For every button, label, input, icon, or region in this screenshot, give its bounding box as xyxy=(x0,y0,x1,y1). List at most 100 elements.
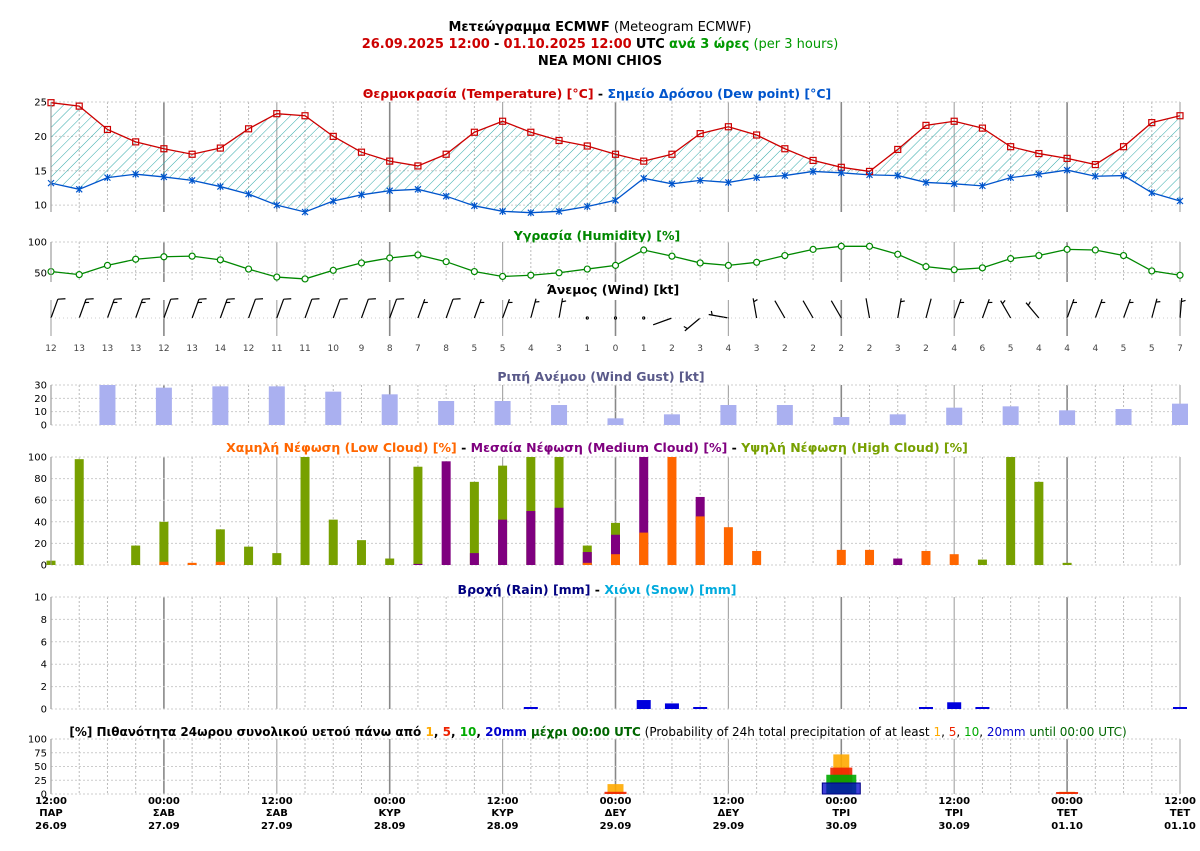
humidity-point xyxy=(724,261,733,269)
wind-barb-half xyxy=(710,310,713,316)
wind-barb xyxy=(558,298,567,319)
dewpoint-marker xyxy=(1176,197,1184,205)
prob-5mm-bar xyxy=(604,791,627,794)
y-tick-label: 6 xyxy=(41,637,47,648)
temperature-point xyxy=(950,117,958,125)
rain-bar xyxy=(918,707,933,709)
dewpoint-marker xyxy=(866,171,873,179)
gust-bar xyxy=(889,414,906,425)
wind-barb xyxy=(473,299,485,319)
wind-speed-label: 13 xyxy=(130,344,141,354)
humidity-point xyxy=(583,265,591,273)
wind-barb-staff xyxy=(802,300,814,319)
dewpoint-marker xyxy=(640,174,648,182)
chart-title: Μετεώγραμμα ECMWF (Meteogram ECMWF) xyxy=(448,20,751,35)
wind-barb xyxy=(865,298,871,319)
dewpoint-marker xyxy=(1148,189,1156,197)
y-tick-label: 20 xyxy=(34,539,47,550)
wind-speed-label: 8 xyxy=(387,344,393,354)
wind-speed-label: 4 xyxy=(1092,344,1098,354)
dewpoint-marker xyxy=(1091,172,1099,180)
gust-bar xyxy=(607,418,624,425)
wind-barb-staff xyxy=(276,299,285,319)
low-cloud-bar xyxy=(836,549,846,565)
low-cloud-bar xyxy=(695,516,705,565)
gust-bar xyxy=(720,405,737,425)
y-tick-label: 4 xyxy=(41,660,47,671)
temperature-point xyxy=(555,136,563,145)
temperature-point xyxy=(414,162,422,170)
dewpoint-marker xyxy=(696,176,704,184)
wind-barb xyxy=(708,310,729,319)
wind-speed-label: 12 xyxy=(243,344,254,354)
high-cloud-bar xyxy=(356,540,366,565)
x-tick-date: 30.09 xyxy=(938,821,970,832)
x-tick-day: ΣΑΒ xyxy=(153,808,175,819)
dewpoint-point xyxy=(1035,170,1043,178)
dewpoint-marker xyxy=(1035,170,1043,178)
medium-cloud-bar xyxy=(498,519,508,565)
dewpoint-point xyxy=(1063,166,1071,174)
wind-barb-staff xyxy=(652,317,673,326)
wind-barb-half xyxy=(423,301,428,304)
dewpoint-point xyxy=(301,208,309,216)
humidity-point xyxy=(1035,251,1043,260)
wind-barb-staff xyxy=(50,299,59,319)
dewpoint-point xyxy=(640,174,648,182)
x-tick-time: 00:00 xyxy=(825,796,857,807)
x-tick-date: 28.09 xyxy=(374,821,406,832)
wind-speed-label: 11 xyxy=(271,344,282,354)
dewpoint-point xyxy=(668,180,676,188)
prob-20mm-bar xyxy=(821,782,861,795)
wind-speed-label: 5 xyxy=(472,344,478,354)
dewpoint-point xyxy=(809,167,817,175)
rain-bar xyxy=(1173,707,1187,709)
dewpoint-point xyxy=(358,191,365,199)
wind-barb-half xyxy=(1155,301,1161,303)
high-cloud-bar xyxy=(272,553,282,565)
gust-bar xyxy=(438,401,455,425)
humidity-point xyxy=(442,258,450,266)
wind-barb-flag xyxy=(114,298,122,300)
x-tick-time: 12:00 xyxy=(1164,796,1196,807)
x-tick-day: ΤΡΙ xyxy=(945,808,963,819)
wind-barb-half xyxy=(1072,301,1078,304)
gust-bar xyxy=(155,387,172,425)
gust-bar xyxy=(381,394,398,425)
wind-barb xyxy=(1025,301,1040,319)
wind-barb-staff xyxy=(445,299,454,319)
dewpoint-marker xyxy=(216,183,224,191)
x-tick-time: 12:00 xyxy=(261,796,293,807)
chart-subtitle-period: 26.09.2025 12:00 - 01.10.2025 12:00 UTC … xyxy=(362,37,839,52)
low-cloud-bar xyxy=(949,554,959,565)
low-cloud-bar xyxy=(187,562,197,565)
dewpoint-point xyxy=(781,172,789,180)
humidity-point xyxy=(499,272,507,281)
x-tick-time: 12:00 xyxy=(35,796,67,807)
y-tick-label: 100 xyxy=(28,453,47,464)
y-tick-label: 0 xyxy=(41,421,47,432)
wind-barb xyxy=(445,298,461,319)
dewpoint-marker xyxy=(950,180,958,188)
y-tick-label: 50 xyxy=(34,268,47,279)
temperature-point xyxy=(499,117,507,125)
high-cloud-bar xyxy=(498,465,508,565)
wind-barb xyxy=(304,298,320,319)
dewpoint-marker xyxy=(1063,166,1071,174)
dewpoint-point xyxy=(583,203,591,210)
wind-barb-staff xyxy=(248,299,256,319)
wind-barb xyxy=(1000,300,1012,319)
humidity-point xyxy=(414,251,422,259)
wind-speed-label: 12 xyxy=(45,344,56,354)
y-tick-label: 10 xyxy=(34,407,47,418)
wind-speed-label: 13 xyxy=(73,344,84,354)
temperature-panel-title: Θερμοκρασία (Temperature) [°C] - Σημείο … xyxy=(363,86,832,101)
gust-bar xyxy=(1115,409,1132,425)
wind-barb xyxy=(752,298,758,319)
wind-barb-flag xyxy=(198,298,207,300)
rain-bar xyxy=(693,707,708,709)
